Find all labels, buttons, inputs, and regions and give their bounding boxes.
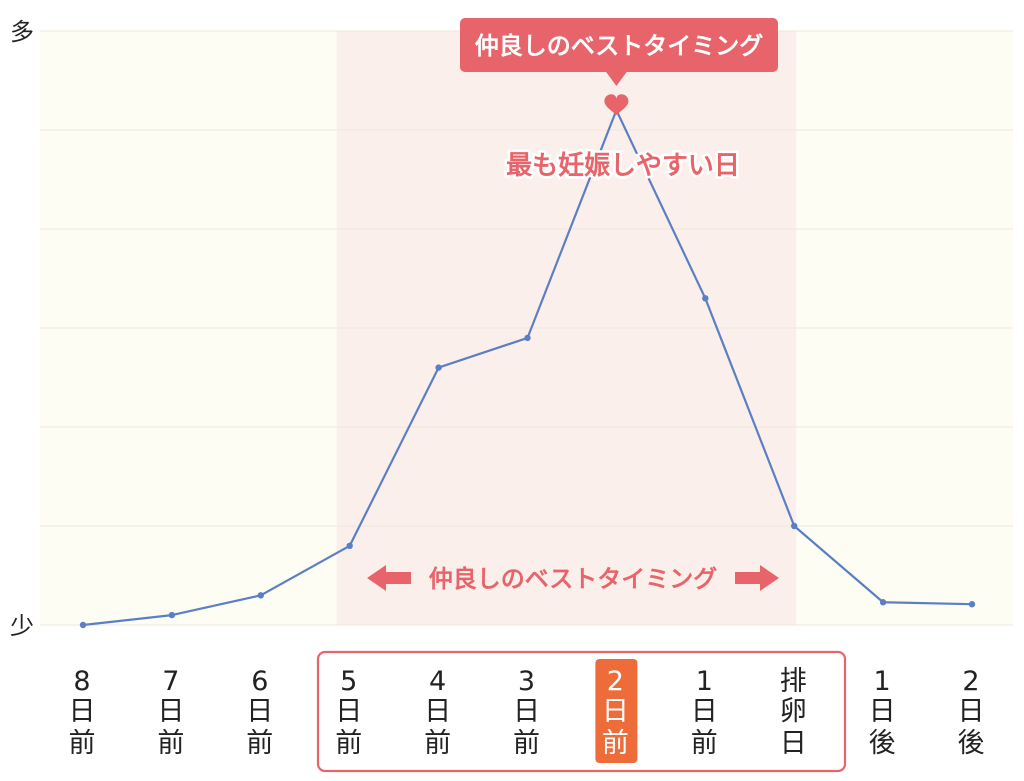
x-tick-char: 前: [335, 728, 362, 759]
x-tick-char: 日: [869, 696, 896, 727]
x-tick-char: 8: [73, 666, 90, 697]
x-tick-char: 前: [691, 728, 718, 759]
x-tick-label: 排卵日: [780, 666, 807, 759]
x-tick-char: 排: [780, 666, 807, 697]
x-tick-char: 前: [69, 728, 96, 759]
x-tick-char: 前: [513, 728, 540, 759]
x-tick-char: 日: [780, 728, 807, 759]
x-tick-char: 1: [696, 666, 713, 697]
x-tick-char: 日: [69, 696, 96, 727]
x-tick-char: 2: [607, 666, 624, 697]
arrow-left-icon: [367, 565, 411, 591]
x-tick-label: 2日後: [958, 666, 985, 759]
x-tick-char: 5: [340, 666, 357, 697]
x-tick-char: 日: [246, 696, 273, 727]
series-layer: [79, 94, 976, 629]
x-tick-label: 2日前: [602, 666, 629, 759]
x-tick-char: 前: [157, 728, 184, 759]
x-tick-char: 前: [246, 728, 273, 759]
data-point: [702, 295, 709, 302]
x-tick-char: 6: [251, 666, 268, 697]
x-tick-char: 日: [602, 696, 629, 727]
y-bottom-label: 少: [10, 612, 34, 640]
x-tick-label: 4日前: [424, 666, 451, 759]
data-point: [346, 542, 353, 549]
x-tick-char: 4: [429, 666, 446, 697]
peak-callout-text: 仲良しのベストタイミング: [475, 32, 763, 60]
data-point: [168, 611, 176, 619]
x-tick-char: 日: [513, 696, 540, 727]
x-tick-label: 8日前: [69, 666, 96, 759]
x-tick-char: 後: [958, 728, 985, 759]
x-tick-char: 2: [962, 666, 979, 697]
x-tick-char: 日: [958, 696, 985, 727]
peak-callout-pointer: [605, 71, 628, 86]
best-timing-label: 仲良しのベストタイミング: [429, 565, 717, 593]
peak-callout-bubble: [460, 18, 778, 72]
x-tick-char: 卵: [780, 696, 807, 727]
category-highlight-badge: [595, 659, 638, 763]
category-highlight-box: [316, 650, 847, 773]
data-point: [968, 601, 976, 608]
x-tick-label: 5日前: [335, 666, 362, 759]
y-top-label: 多: [10, 18, 34, 46]
x-tick-char: 後: [869, 728, 896, 759]
x-tick-label: 3日前: [513, 666, 540, 759]
x-tick-char: 日: [424, 696, 451, 727]
x-tick-char: 3: [518, 666, 535, 697]
data-point: [791, 522, 798, 530]
peak-annotation: 最も妊娠しやすい日: [506, 151, 740, 181]
x-tick-label: 1日前: [691, 666, 718, 759]
data-point: [435, 364, 442, 371]
x-tick-label: 1日後: [869, 666, 896, 759]
data-point: [257, 592, 264, 599]
x-tick-label: 7日前: [157, 666, 184, 759]
x-tick-char: 7: [162, 666, 179, 697]
peak-heart-icon: [604, 94, 629, 116]
arrow-right-icon: [735, 565, 779, 591]
x-tick-char: 日: [335, 696, 362, 727]
x-tick-char: 日: [691, 696, 718, 727]
x-tick-label: 6日前: [246, 666, 273, 759]
x-tick-char: 前: [602, 728, 629, 759]
data-point: [879, 599, 887, 606]
x-tick-char: 前: [424, 728, 451, 759]
data-point: [524, 334, 531, 342]
x-tick-char: 日: [157, 696, 184, 727]
data-point: [79, 621, 87, 629]
x-tick-char: 1: [874, 666, 891, 697]
